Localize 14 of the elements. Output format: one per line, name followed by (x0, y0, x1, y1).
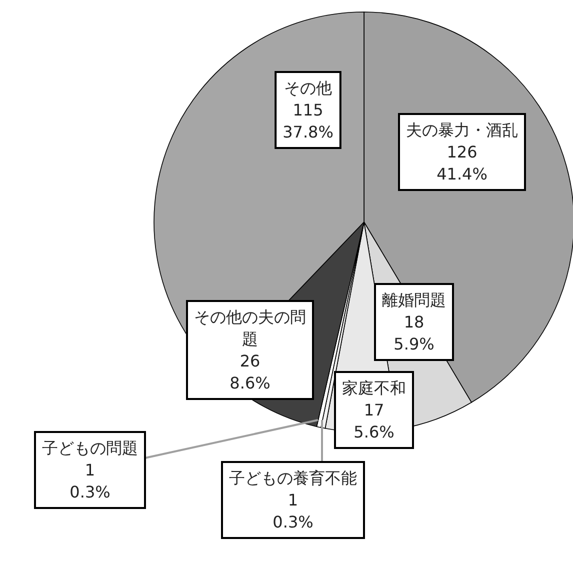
data-label: 17 5.6% (354, 400, 394, 442)
slice-label: 子どもの問題 (42, 438, 138, 458)
data-label: 126 41.4% (436, 142, 488, 184)
slice-label: その他 (284, 78, 332, 98)
slice-label: 子どもの養育不能 (229, 468, 357, 488)
data-label: 115 37.8% (282, 100, 334, 142)
slice-label: 家庭不和 (342, 378, 406, 398)
data-label: 1 0.3% (70, 460, 110, 502)
slice-label: 夫の暴力・酒乱 (406, 120, 518, 140)
data-label: 18 5.9% (394, 312, 434, 354)
slice-label: その他の夫の問題 (194, 308, 306, 349)
slice-label: 離婚問題 (382, 290, 446, 310)
data-label: 26 8.6% (230, 352, 270, 393)
data-label: 1 0.3% (272, 490, 314, 532)
